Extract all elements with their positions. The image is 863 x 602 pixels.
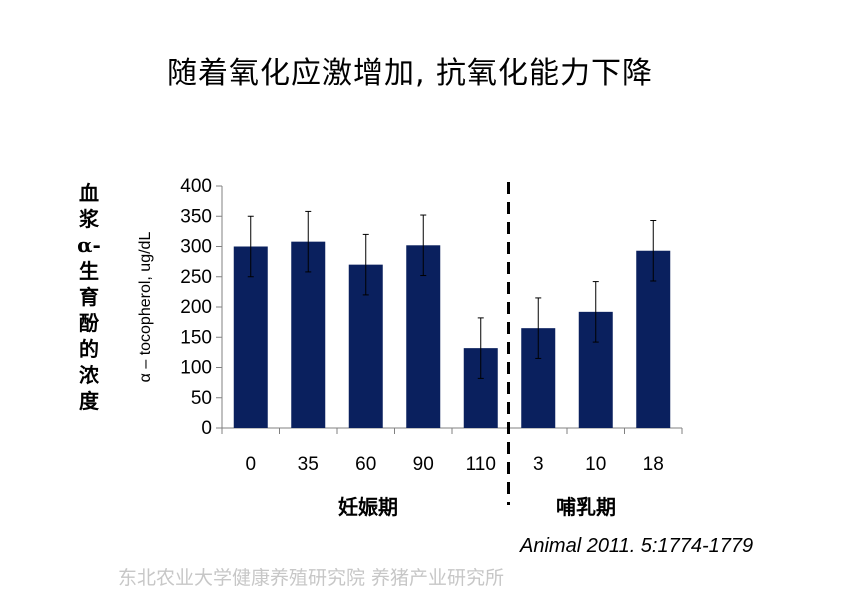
group-label: 妊娠期 xyxy=(338,495,398,519)
side-label-char: 育 xyxy=(79,285,99,309)
y-axis-title: α – tocopherol, ug/dL xyxy=(137,232,154,383)
x-tick-label: 35 xyxy=(298,454,319,475)
side-label-char: 血 xyxy=(79,181,99,205)
x-tick-label: 90 xyxy=(413,454,434,475)
side-label-char: α- xyxy=(77,233,101,257)
y-tick-label: 200 xyxy=(180,297,212,318)
x-tick-label: 60 xyxy=(355,454,376,475)
y-tick-label: 250 xyxy=(180,267,212,288)
x-tick-label: 10 xyxy=(585,454,606,475)
y-tick-label: 400 xyxy=(180,176,212,197)
y-tick-label: 350 xyxy=(180,206,212,227)
group-label: 哺乳期 xyxy=(556,495,616,519)
side-label-char: 浆 xyxy=(79,207,99,231)
side-label-char: 的 xyxy=(79,337,99,361)
x-tick-label: 18 xyxy=(643,454,664,475)
x-tick-label: 3 xyxy=(533,454,544,475)
slide-title: 随着氧化应激增加, 抗氧化能力下降 xyxy=(166,56,654,91)
side-label-char: 浓 xyxy=(79,363,99,387)
citation: Animal 2011. 5:1774-1779 xyxy=(520,535,754,557)
y-tick-label: 300 xyxy=(180,237,212,258)
side-label-char: 度 xyxy=(79,389,99,413)
side-label-char: 酚 xyxy=(79,311,99,335)
side-label-char: 生 xyxy=(79,259,99,283)
y-tick-label: 150 xyxy=(180,327,212,348)
y-tick-label: 0 xyxy=(201,418,212,439)
bar xyxy=(291,241,326,428)
x-tick-label: 0 xyxy=(245,454,256,475)
watermark-text: 东北农业大学健康养殖研究院 养猪产业研究所 xyxy=(118,567,505,589)
y-axis-side-label: 血 浆 α- 生 育 酚 的 浓 度 xyxy=(72,180,106,414)
y-tick-label: 50 xyxy=(191,388,212,409)
x-tick-label: 110 xyxy=(466,454,496,475)
y-tick-label: 100 xyxy=(180,358,212,379)
